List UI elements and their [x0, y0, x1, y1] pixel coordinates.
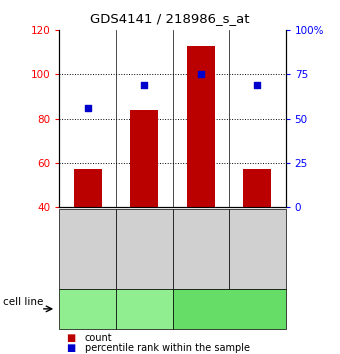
Text: presenilin 2 (PS2)
iPSCs: presenilin 2 (PS2) iPSCs [189, 299, 269, 319]
Text: ■: ■ [66, 333, 75, 343]
Text: GSM701543: GSM701543 [140, 223, 149, 274]
Point [255, 82, 260, 88]
Point [141, 82, 147, 88]
Text: GSM701544: GSM701544 [196, 223, 205, 274]
Point [85, 105, 90, 111]
Text: ■: ■ [66, 343, 75, 353]
Point [198, 72, 204, 77]
Text: control
IPSCs: control IPSCs [72, 299, 103, 319]
Text: Sporadic
PD-derived
iPSCs: Sporadic PD-derived iPSCs [123, 294, 166, 324]
Text: cell line: cell line [3, 297, 44, 308]
Bar [187, 46, 215, 207]
Text: GDS4141 / 218986_s_at: GDS4141 / 218986_s_at [90, 12, 250, 25]
Text: count: count [85, 333, 113, 343]
Bar [130, 110, 158, 207]
Text: GSM701545: GSM701545 [253, 223, 262, 274]
Text: percentile rank within the sample: percentile rank within the sample [85, 343, 250, 353]
Bar [74, 170, 102, 207]
Text: GSM701542: GSM701542 [83, 223, 92, 274]
Bar [243, 170, 271, 207]
